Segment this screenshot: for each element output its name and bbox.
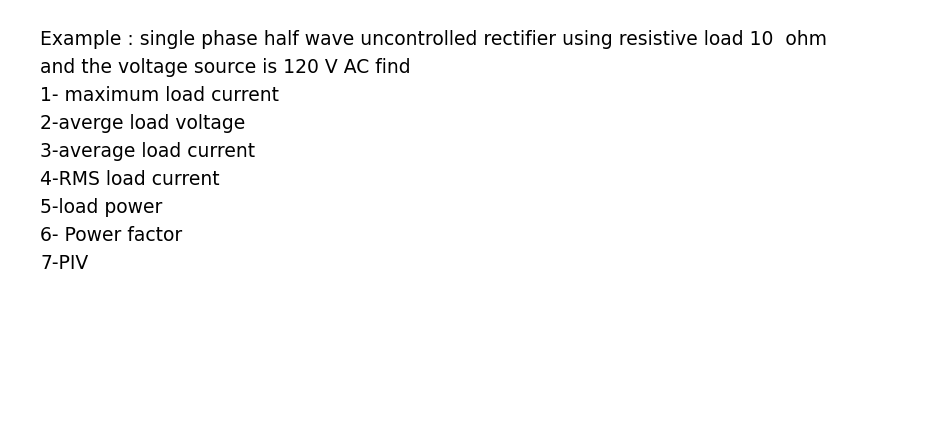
Text: 3-average load current: 3-average load current [40, 142, 255, 161]
Text: 2-averge load voltage: 2-averge load voltage [40, 114, 245, 133]
Text: 5-load power: 5-load power [40, 198, 162, 217]
Text: 6- Power factor: 6- Power factor [40, 226, 182, 245]
Text: and the voltage source is 120 V AC find: and the voltage source is 120 V AC find [40, 58, 411, 77]
Text: Example : single phase half wave uncontrolled rectifier using resistive load 10 : Example : single phase half wave uncontr… [40, 30, 827, 49]
Text: 4-RMS load current: 4-RMS load current [40, 170, 220, 189]
Text: 1- maximum load current: 1- maximum load current [40, 86, 279, 105]
Text: 7-PIV: 7-PIV [40, 254, 88, 273]
